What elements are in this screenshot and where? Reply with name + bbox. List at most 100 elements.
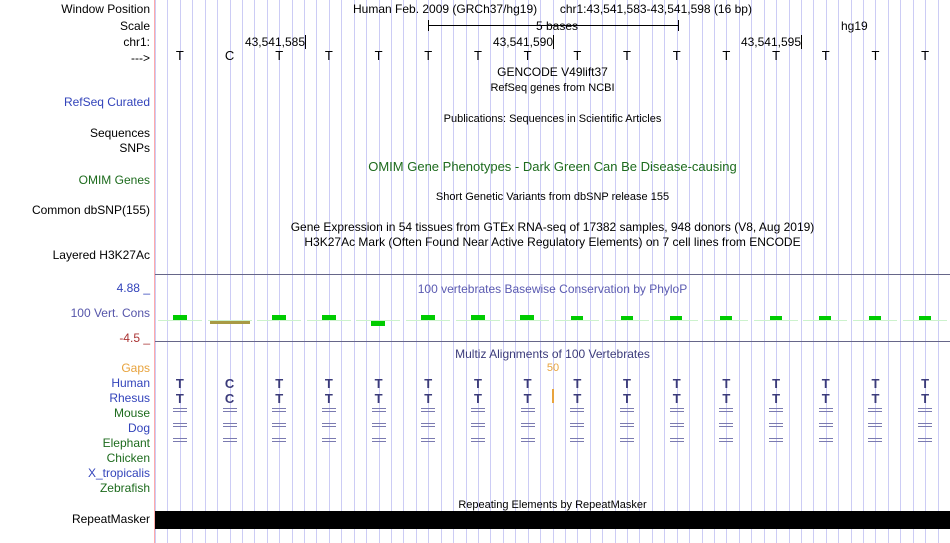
- maf-base-rhesus[interactable]: T: [175, 391, 184, 406]
- sequence-base[interactable]: T: [921, 48, 930, 63]
- conservation-bar[interactable]: [670, 316, 682, 320]
- maf-double-line-elephant[interactable]: [421, 438, 436, 442]
- maf-base-rhesus[interactable]: T: [871, 391, 880, 406]
- track-label-cons-max[interactable]: 4.88 _: [116, 281, 150, 295]
- maf-double-line-elephant[interactable]: [570, 438, 585, 442]
- sequence-base[interactable]: T: [424, 48, 433, 63]
- track-label-column[interactable]: Window Position Scale chr1: ---> RefSeq Cura…: [0, 0, 154, 543]
- maf-double-line-mouse[interactable]: [520, 408, 535, 412]
- conservation-bar[interactable]: [173, 315, 187, 320]
- maf-base-rhesus[interactable]: T: [672, 391, 681, 406]
- maf-base-human[interactable]: T: [871, 376, 880, 391]
- maf-base-human[interactable]: T: [523, 376, 532, 391]
- track-label-refseq-curated[interactable]: RefSeq Curated: [63, 95, 150, 109]
- maf-double-line-dog[interactable]: [620, 423, 635, 427]
- track-label-elephant[interactable]: Elephant: [102, 436, 150, 450]
- conservation-bar[interactable]: [471, 315, 485, 320]
- track-label-common-dbsnp[interactable]: Common dbSNP(155): [31, 203, 150, 217]
- maf-double-line-elephant[interactable]: [520, 438, 535, 442]
- maf-base-rhesus[interactable]: T: [772, 391, 781, 406]
- maf-double-line-dog[interactable]: [172, 423, 187, 427]
- maf-base-human[interactable]: T: [722, 376, 731, 391]
- maf-base-rhesus[interactable]: C: [224, 391, 235, 406]
- maf-double-line-elephant[interactable]: [272, 438, 287, 442]
- maf-double-line-elephant[interactable]: [868, 438, 883, 442]
- conservation-bar[interactable]: [421, 315, 435, 320]
- maf-base-human[interactable]: T: [921, 376, 930, 391]
- maf-base-human[interactable]: T: [573, 376, 582, 391]
- conservation-bar[interactable]: [520, 315, 534, 320]
- conservation-bar[interactable]: [371, 321, 385, 326]
- track-title-dbsnp-variants[interactable]: Short Genetic Variants from dbSNP releas…: [435, 191, 670, 203]
- conservation-bar[interactable]: [621, 316, 633, 320]
- conservation-bar[interactable]: [919, 316, 931, 320]
- maf-double-line-dog[interactable]: [918, 423, 933, 427]
- maf-base-rhesus[interactable]: T: [921, 391, 930, 406]
- conservation-bar[interactable]: [819, 316, 831, 320]
- maf-double-line-dog[interactable]: [719, 423, 734, 427]
- maf-double-line-elephant[interactable]: [321, 438, 336, 442]
- track-label-layered-h3k27ac[interactable]: Layered H3K27Ac: [52, 248, 150, 262]
- maf-double-line-mouse[interactable]: [669, 408, 684, 412]
- conservation-bar[interactable]: [770, 316, 782, 320]
- maf-base-human[interactable]: T: [623, 376, 631, 391]
- maf-double-line-dog[interactable]: [868, 423, 883, 427]
- maf-double-line-mouse[interactable]: [918, 408, 933, 412]
- track-data-area[interactable]: Human Feb. 2009 (GRCh37/hg19) chr1:43,54…: [155, 0, 950, 543]
- maf-double-line-dog[interactable]: [222, 423, 237, 427]
- maf-base-human[interactable]: T: [324, 376, 333, 391]
- maf-double-line-mouse[interactable]: [172, 408, 187, 412]
- maf-base-rhesus[interactable]: T: [424, 391, 433, 406]
- sequence-base[interactable]: T: [722, 48, 731, 63]
- sequence-base[interactable]: T: [523, 48, 532, 63]
- track-label-chicken[interactable]: Chicken: [106, 451, 150, 465]
- maf-base-rhesus[interactable]: T: [821, 391, 830, 406]
- maf-double-line-mouse[interactable]: [818, 408, 833, 412]
- track-label-zebrafish[interactable]: Zebrafish: [99, 481, 150, 495]
- conservation-bar[interactable]: [720, 316, 732, 320]
- track-title-omim-phenotypes[interactable]: OMIM Gene Phenotypes - Dark Green Can Be…: [368, 159, 737, 174]
- maf-double-line-mouse[interactable]: [868, 408, 883, 412]
- sequence-base[interactable]: T: [871, 48, 880, 63]
- maf-double-line-mouse[interactable]: [222, 408, 237, 412]
- sequence-base[interactable]: C: [224, 48, 235, 63]
- maf-base-human[interactable]: T: [772, 376, 781, 391]
- maf-base-human[interactable]: T: [473, 376, 482, 391]
- track-title-phylop[interactable]: 100 vertebrates Basewise Conservation by…: [417, 282, 688, 296]
- track-label-rhesus[interactable]: Rhesus: [109, 391, 150, 405]
- sequence-base[interactable]: T: [175, 48, 184, 63]
- track-label-cons-min[interactable]: -4.5 _: [119, 331, 150, 345]
- maf-double-line-mouse[interactable]: [570, 408, 585, 412]
- maf-double-line-dog[interactable]: [371, 423, 386, 427]
- maf-double-line-elephant[interactable]: [818, 438, 833, 442]
- maf-double-line-dog[interactable]: [769, 423, 784, 427]
- track-label-sequences[interactable]: Sequences: [89, 126, 150, 140]
- maf-double-line-elephant[interactable]: [222, 438, 237, 442]
- track-label-vert-cons[interactable]: 100 Vert. Cons: [70, 306, 150, 320]
- track-label-scale[interactable]: Scale: [119, 19, 150, 33]
- maf-base-rhesus[interactable]: T: [573, 391, 582, 406]
- conservation-bar[interactable]: [322, 315, 336, 320]
- sequence-base[interactable]: T: [672, 48, 681, 63]
- maf-double-line-elephant[interactable]: [769, 438, 784, 442]
- sequence-base[interactable]: T: [275, 48, 284, 63]
- maf-double-line-mouse[interactable]: [272, 408, 287, 412]
- maf-double-line-elephant[interactable]: [669, 438, 684, 442]
- track-label-mouse[interactable]: Mouse: [113, 406, 150, 420]
- maf-double-line-elephant[interactable]: [371, 438, 386, 442]
- maf-base-rhesus[interactable]: T: [374, 391, 383, 406]
- sequence-base[interactable]: T: [573, 48, 582, 63]
- maf-base-human[interactable]: C: [224, 376, 235, 391]
- maf-double-line-dog[interactable]: [520, 423, 535, 427]
- conservation-bar[interactable]: [210, 321, 250, 324]
- maf-double-line-elephant[interactable]: [172, 438, 187, 442]
- maf-double-line-elephant[interactable]: [470, 438, 485, 442]
- maf-base-rhesus[interactable]: T: [722, 391, 731, 406]
- maf-double-line-mouse[interactable]: [620, 408, 635, 412]
- track-label-snps[interactable]: SNPs: [119, 141, 150, 155]
- maf-double-line-dog[interactable]: [272, 423, 287, 427]
- maf-base-rhesus[interactable]: T: [473, 391, 482, 406]
- track-label-gaps[interactable]: Gaps: [121, 361, 150, 375]
- maf-double-line-mouse[interactable]: [719, 408, 734, 412]
